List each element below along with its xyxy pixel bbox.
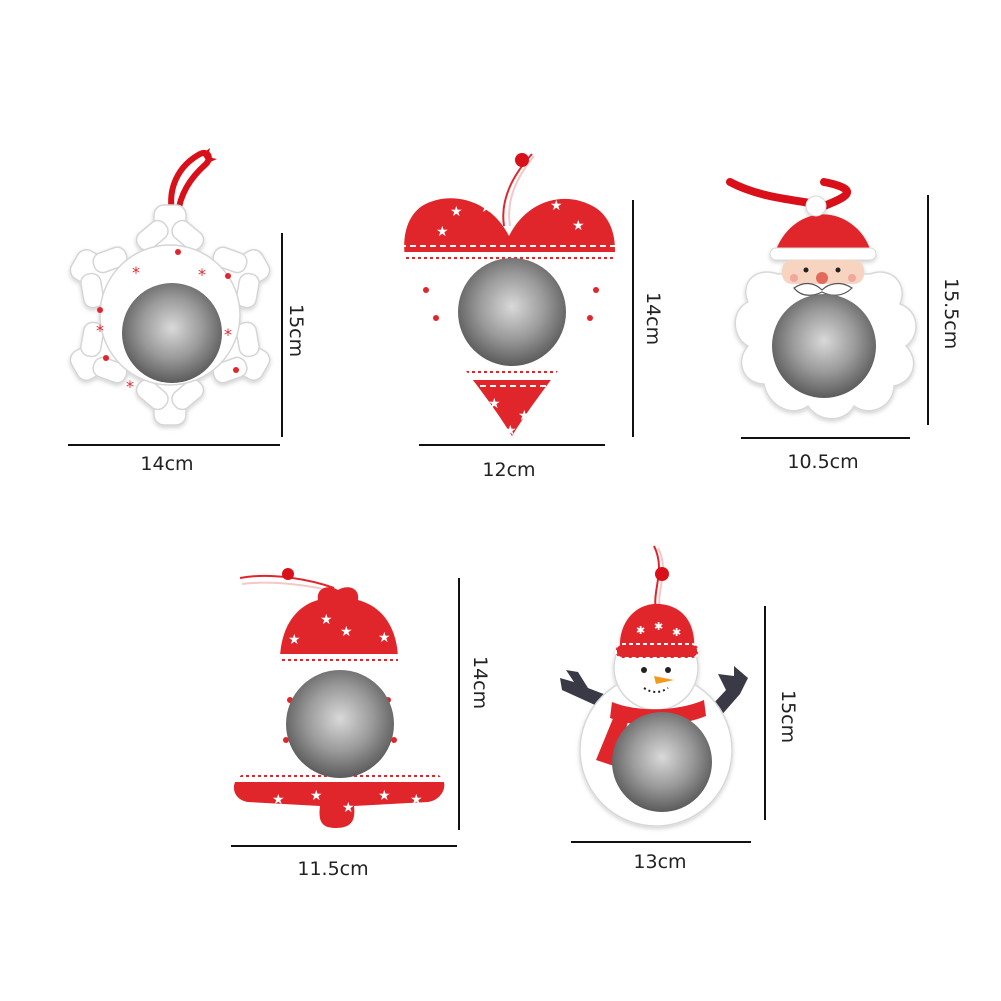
svg-text:★: ★	[518, 408, 531, 424]
svg-text:✱: ✱	[636, 624, 645, 637]
santa-face	[782, 260, 864, 284]
svg-text:✱: ✱	[672, 626, 681, 639]
height-line	[281, 233, 283, 437]
height-label: 15.5cm	[940, 278, 962, 350]
bell-ornament: ★ ★ ★ ★ ★ ★ ★ ★ ★	[228, 560, 458, 840]
photo-window	[122, 283, 222, 383]
carrot-nose	[654, 676, 674, 684]
svg-text:★: ★	[310, 788, 323, 804]
heart-bottom-band	[404, 380, 615, 437]
height-line	[764, 606, 766, 820]
photo-window	[612, 712, 712, 812]
svg-text:★: ★	[340, 624, 353, 640]
santa-ornament	[724, 170, 924, 430]
photo-window	[772, 294, 876, 398]
svg-text:*: *	[96, 321, 104, 340]
svg-text:★: ★	[320, 612, 333, 628]
width-line	[741, 437, 910, 439]
heart-ornament: ★ ★ ★ ★ ★ ★ ★ ★	[400, 140, 620, 440]
width-label: 10.5cm	[787, 451, 859, 473]
width-line	[571, 841, 751, 843]
svg-text:★: ★	[504, 423, 517, 439]
height-label: 15cm	[285, 304, 307, 358]
snowflake-ornament: * * * * *	[55, 140, 285, 450]
photo-window	[458, 258, 566, 366]
height-line	[632, 200, 634, 437]
hanging-string	[239, 568, 337, 593]
svg-text:*: *	[126, 377, 134, 396]
width-line	[231, 845, 457, 847]
width-label: 13cm	[633, 851, 687, 873]
svg-text:*: *	[224, 325, 232, 344]
svg-text:★: ★	[550, 198, 563, 214]
svg-text:*: *	[132, 263, 140, 282]
height-label: 15cm	[777, 690, 799, 744]
hanging-string	[502, 153, 535, 227]
svg-text:*: *	[198, 265, 206, 284]
hanging-ribbon	[726, 178, 852, 211]
height-line	[458, 578, 460, 830]
snowman-ornament: ✱ ✱ ✱	[556, 540, 756, 830]
snowflake-decor: * * * * *	[96, 249, 239, 396]
width-line	[68, 444, 280, 446]
hanging-string	[653, 545, 669, 611]
svg-text:★: ★	[480, 200, 493, 216]
height-label: 14cm	[642, 292, 664, 346]
svg-text:★: ★	[378, 630, 391, 646]
svg-text:★: ★	[272, 792, 285, 808]
snowman-hat	[619, 603, 695, 650]
svg-text:★: ★	[488, 396, 501, 412]
width-line	[419, 444, 605, 446]
photo-window	[286, 670, 394, 778]
svg-text:★: ★	[342, 800, 355, 816]
width-label: 12cm	[482, 459, 536, 481]
svg-text:★: ★	[436, 224, 449, 240]
svg-text:✱: ✱	[654, 620, 663, 633]
width-label: 11.5cm	[297, 858, 369, 880]
svg-text:★: ★	[410, 792, 423, 808]
height-line	[927, 195, 929, 425]
width-label: 14cm	[140, 453, 194, 475]
svg-text:★: ★	[288, 632, 301, 648]
hanging-ribbon	[168, 148, 217, 215]
svg-text:★: ★	[378, 788, 391, 804]
height-label: 14cm	[469, 656, 491, 710]
svg-text:★: ★	[450, 204, 463, 220]
svg-text:★: ★	[572, 218, 585, 234]
santa-hat	[776, 214, 872, 256]
